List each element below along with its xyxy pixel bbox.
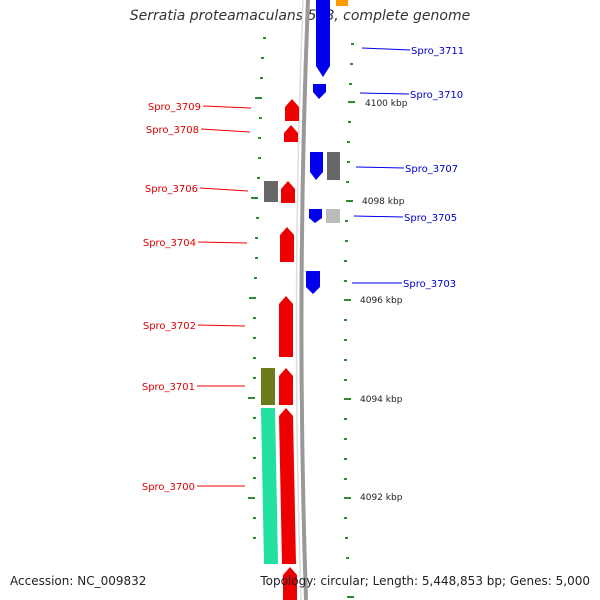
gene-bottom-partial[interactable]	[283, 567, 297, 600]
gene-spro-3705[interactable]	[309, 209, 322, 223]
gene-label-spro-3701[interactable]: Spro_3701	[142, 382, 195, 393]
gene-label-spro-3707[interactable]: Spro_3707	[405, 164, 458, 175]
gene-spro-3708[interactable]	[284, 125, 298, 142]
teal-feature-3700[interactable]	[261, 408, 278, 564]
right-leader-lines	[352, 47, 411, 284]
gene-spro-3707[interactable]	[310, 152, 323, 180]
kbp-label: 4092 kbp	[360, 493, 403, 503]
gene-label-spro-3706[interactable]: Spro_3706	[145, 184, 198, 195]
gene-spro-3703[interactable]	[306, 271, 320, 294]
genome-summary: Topology: circular; Length: 5,448,853 bp…	[260, 574, 590, 588]
gene-label-spro-3711[interactable]: Spro_3711	[411, 46, 464, 57]
map-title: Serratia proteamaculans 568, complete ge…	[129, 8, 471, 24]
backbone-arc-inner	[295, 0, 304, 600]
backbone-arc-outer	[299, 0, 310, 600]
gene-label-spro-3708[interactable]: Spro_3708	[146, 125, 199, 136]
gene-label-spro-3705[interactable]: Spro_3705	[404, 213, 457, 224]
kbp-label: 4098 kbp	[362, 197, 405, 207]
left-leader-lines	[197, 105, 252, 487]
kbp-label: 4100 kbp	[365, 99, 408, 109]
olive-feature-3701[interactable]	[261, 368, 275, 405]
gene-spro-3709[interactable]	[285, 99, 299, 121]
grey-feature-3706[interactable]	[264, 181, 278, 202]
grey-feature-3707[interactable]	[327, 152, 340, 180]
orange-feature[interactable]	[336, 0, 348, 6]
right-ticks	[344, 43, 355, 598]
gene-spro-3702[interactable]	[279, 296, 293, 357]
accession-text: Accession: NC_009832	[10, 574, 147, 588]
gene-label-spro-3703[interactable]: Spro_3703	[403, 279, 456, 290]
gene-label-spro-3704[interactable]: Spro_3704	[143, 238, 196, 249]
gene-spro-3711[interactable]	[316, 0, 330, 77]
gene-label-spro-3702[interactable]: Spro_3702	[143, 321, 196, 332]
gene-spro-3706[interactable]	[281, 181, 295, 203]
gene-label-spro-3710[interactable]: Spro_3710	[410, 90, 463, 101]
kbp-label: 4096 kbp	[360, 296, 403, 306]
light-grey-feature-3705[interactable]	[326, 209, 340, 223]
gene-label-spro-3700[interactable]: Spro_3700	[142, 482, 195, 493]
kbp-label: 4094 kbp	[360, 395, 403, 405]
gene-spro-3704[interactable]	[280, 227, 294, 262]
left-ticks	[248, 37, 266, 539]
gene-spro-3710[interactable]	[313, 84, 326, 99]
gene-spro-3700[interactable]	[279, 408, 296, 564]
gene-spro-3701[interactable]	[279, 368, 293, 405]
gene-label-spro-3709[interactable]: Spro_3709	[148, 102, 201, 113]
